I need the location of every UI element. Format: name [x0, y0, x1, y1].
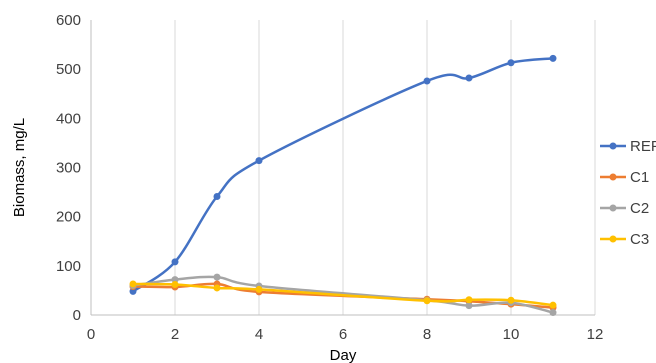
- data-point-c3: [213, 284, 221, 292]
- series-line-ref: [131, 57, 555, 293]
- y-tick-label: 600: [56, 12, 81, 29]
- data-point-ref: [255, 157, 263, 165]
- series-line-c2: [131, 275, 555, 314]
- x-tick-label: 6: [339, 326, 347, 343]
- series-ref: [129, 54, 557, 295]
- legend: REF C1 C2 C3: [600, 138, 656, 248]
- data-point-ref: [213, 193, 221, 201]
- axes: [90, 20, 595, 316]
- legend-label: C2: [630, 200, 649, 217]
- legend-label: REF: [630, 138, 656, 155]
- y-tick-label: 200: [56, 209, 81, 226]
- x-tick-label: 2: [171, 326, 179, 343]
- tick-labels: 0 2 4 6 8 10 12 0 100 200 300 400 500 600: [56, 12, 603, 343]
- data-point-ref: [171, 258, 179, 266]
- data-point-c2: [171, 276, 179, 284]
- data-point-ref: [129, 287, 137, 295]
- legend-swatch-marker: [609, 204, 617, 212]
- data-point-c3: [549, 301, 557, 309]
- x-tick-label: 0: [87, 326, 95, 343]
- x-tick-label: 12: [587, 326, 604, 343]
- data-point-c3: [129, 280, 137, 288]
- data-point-c3: [423, 297, 431, 305]
- data-point-ref: [423, 77, 431, 85]
- data-point-ref: [507, 59, 515, 67]
- legend-item-c3: C3: [600, 231, 649, 248]
- y-axis-title: Biomass, mg/L: [11, 118, 28, 217]
- x-tick-label: 10: [503, 326, 520, 343]
- legend-label: C3: [630, 231, 649, 248]
- x-axis-title: Day: [330, 347, 357, 363]
- legend-label: C1: [630, 169, 649, 186]
- y-tick-label: 400: [56, 110, 81, 127]
- data-point-c3: [255, 285, 263, 293]
- series-c3: [129, 280, 557, 309]
- legend-item-c1: C1: [600, 169, 649, 186]
- legend-item-ref: REF: [600, 138, 656, 155]
- data-point-c3: [171, 281, 179, 289]
- series-lines: [129, 54, 557, 317]
- data-point-c3: [465, 296, 473, 304]
- data-point-ref: [549, 54, 557, 62]
- data-point-c3: [507, 296, 515, 304]
- legend-swatch-marker: [609, 142, 617, 150]
- data-point-c2: [465, 302, 473, 310]
- y-tick-label: 100: [56, 258, 81, 275]
- x-tick-label: 4: [255, 326, 263, 343]
- x-tick-label: 8: [423, 326, 431, 343]
- y-tick-label: 0: [73, 307, 81, 324]
- legend-swatch-marker: [609, 173, 617, 181]
- legend-item-c2: C2: [600, 200, 649, 217]
- data-point-ref: [465, 74, 473, 82]
- data-point-c2: [549, 309, 557, 317]
- gridlines: [174, 20, 596, 315]
- series-line-c3: [131, 282, 555, 307]
- y-tick-label: 300: [56, 160, 81, 177]
- legend-swatch-marker: [609, 235, 617, 243]
- data-point-c2: [213, 273, 221, 281]
- y-tick-label: 500: [56, 61, 81, 78]
